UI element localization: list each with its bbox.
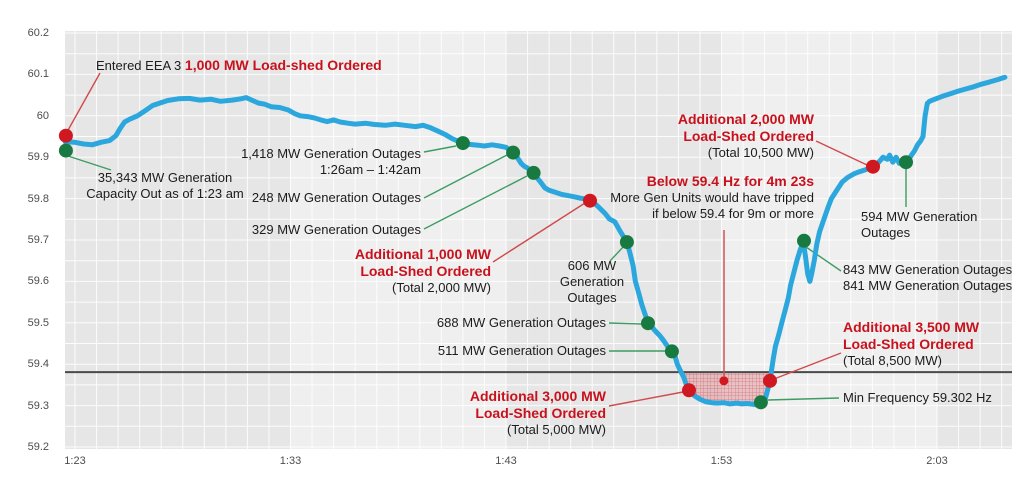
marker-outage-606 <box>619 235 634 250</box>
below-threshold-shaded-area <box>681 372 772 406</box>
connector-line-red <box>773 352 842 380</box>
marker-outage-511 <box>664 344 679 359</box>
marker-eea3-entered <box>58 128 73 143</box>
connector-line-green <box>805 246 842 272</box>
marker-outage-843-841 <box>797 233 811 248</box>
connector-line-green <box>423 154 508 199</box>
marker-loadshed-1000 <box>583 193 597 208</box>
marker-capacity-out <box>58 143 73 158</box>
connector-line-green <box>423 175 528 230</box>
connector-line-green <box>609 245 625 262</box>
connector-line-green <box>608 322 643 325</box>
marker-loadshed-3500 <box>763 373 777 388</box>
marker-loadshed-2000 <box>866 159 880 174</box>
marker-min-frequency <box>753 395 768 410</box>
connector-line-green <box>423 145 457 153</box>
marker-below-594-marker <box>719 376 729 386</box>
marker-outage-688 <box>641 316 655 331</box>
marker-outage-329 <box>526 165 541 180</box>
marker-outage-1418 <box>455 136 470 151</box>
connector-line-red <box>608 391 684 407</box>
marker-outage-248 <box>506 145 521 160</box>
connector-line-green <box>67 155 112 171</box>
marker-outage-594 <box>899 155 913 170</box>
connector-line-red <box>66 72 101 133</box>
connector-line-red <box>492 202 586 263</box>
connector-line-red <box>815 140 868 166</box>
marker-loadshed-3000 <box>682 383 696 398</box>
connector-line-green <box>767 397 840 401</box>
frequency-line <box>62 74 1008 408</box>
